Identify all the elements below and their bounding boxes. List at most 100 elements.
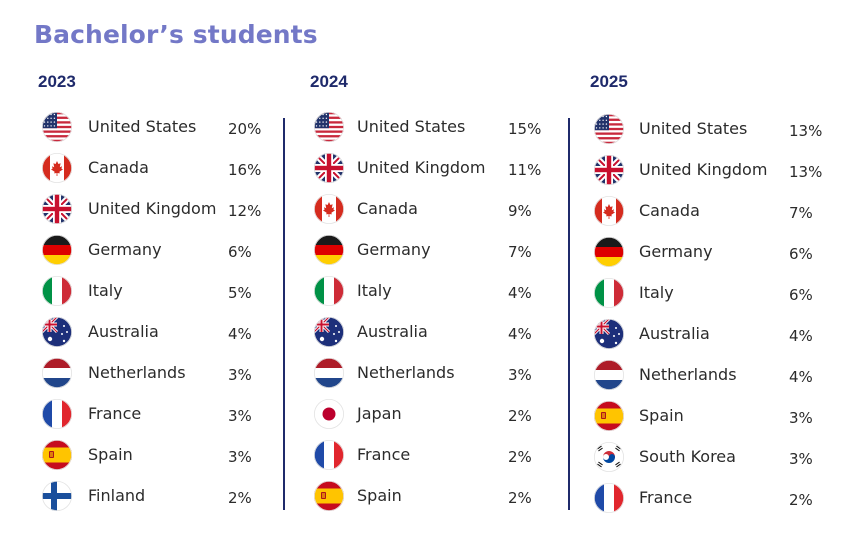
country-name: United Kingdom <box>88 199 217 218</box>
list-item: Spain 3% <box>38 440 288 474</box>
us-flag-icon <box>314 112 344 142</box>
country-name: United Kingdom <box>639 160 768 179</box>
country-name: Australia <box>639 324 710 343</box>
percentage: 13% <box>789 122 823 140</box>
percentage: 7% <box>508 243 532 261</box>
list-item: France 2% <box>310 440 560 474</box>
it-flag-icon <box>314 276 344 306</box>
list-item: Canada 7% <box>590 196 840 230</box>
percentage: 2% <box>789 491 813 509</box>
country-name: Italy <box>639 283 674 302</box>
percentage: 12% <box>228 202 262 220</box>
percentage: 4% <box>789 327 813 345</box>
gb-flag-icon <box>594 155 624 185</box>
list-item: United States 15% <box>310 112 560 146</box>
it-flag-icon <box>594 278 624 308</box>
list-item: Germany 6% <box>590 237 840 271</box>
country-name: United States <box>357 117 466 136</box>
nl-flag-icon <box>314 358 344 388</box>
list-item: France 2% <box>590 483 840 517</box>
country-name: Spain <box>357 486 402 505</box>
percentage: 9% <box>508 202 532 220</box>
percentage: 3% <box>228 407 252 425</box>
year-heading: 2024 <box>310 72 348 91</box>
list-item: Australia 4% <box>38 317 288 351</box>
list-item: United States 20% <box>38 112 288 146</box>
percentage: 2% <box>508 448 532 466</box>
country-name: Australia <box>357 322 428 341</box>
country-name: Spain <box>639 406 684 425</box>
percentage: 6% <box>228 243 252 261</box>
percentage: 4% <box>789 368 813 386</box>
ca-flag-icon <box>314 194 344 224</box>
list-item: Canada 16% <box>38 153 288 187</box>
percentage: 3% <box>789 450 813 468</box>
country-name: France <box>88 404 142 423</box>
country-name: Netherlands <box>88 363 186 382</box>
year-heading: 2023 <box>38 72 76 91</box>
list-item: Italy 4% <box>310 276 560 310</box>
country-name: Germany <box>639 242 713 261</box>
de-flag-icon <box>314 235 344 265</box>
page-title: Bachelor’s students <box>34 20 318 49</box>
country-name: Japan <box>357 404 402 423</box>
es-flag-icon <box>594 401 624 431</box>
list-item: Spain 2% <box>310 481 560 515</box>
percentage: 3% <box>228 366 252 384</box>
country-name: South Korea <box>639 447 736 466</box>
list-item: United Kingdom 13% <box>590 155 840 189</box>
percentage: 3% <box>228 448 252 466</box>
list-item: Finland 2% <box>38 481 288 515</box>
percentage: 20% <box>228 120 262 138</box>
country-name: France <box>639 488 693 507</box>
country-name: Germany <box>357 240 431 259</box>
de-flag-icon <box>42 235 72 265</box>
percentage: 3% <box>789 409 813 427</box>
fr-flag-icon <box>594 483 624 513</box>
list-item: Netherlands 4% <box>590 360 840 394</box>
list-item: Australia 4% <box>590 319 840 353</box>
fi-flag-icon <box>42 481 72 511</box>
percentage: 2% <box>508 407 532 425</box>
list-item: Germany 6% <box>38 235 288 269</box>
list-item: Italy 6% <box>590 278 840 312</box>
es-flag-icon <box>314 481 344 511</box>
list-item: Netherlands 3% <box>38 358 288 392</box>
percentage: 7% <box>789 204 813 222</box>
nl-flag-icon <box>594 360 624 390</box>
column-divider <box>568 118 570 510</box>
percentage: 16% <box>228 161 262 179</box>
country-name: Finland <box>88 486 146 505</box>
it-flag-icon <box>42 276 72 306</box>
country-name: Canada <box>88 158 149 177</box>
list-item: Italy 5% <box>38 276 288 310</box>
percentage: 3% <box>508 366 532 384</box>
country-name: Netherlands <box>639 365 737 384</box>
percentage: 6% <box>789 286 813 304</box>
country-name: United States <box>639 119 748 138</box>
percentage: 4% <box>228 325 252 343</box>
percentage: 6% <box>789 245 813 263</box>
fr-flag-icon <box>314 440 344 470</box>
au-flag-icon <box>594 319 624 349</box>
kr-flag-icon <box>594 442 624 472</box>
country-name: Australia <box>88 322 159 341</box>
list-item: United Kingdom 12% <box>38 194 288 228</box>
au-flag-icon <box>314 317 344 347</box>
country-name: Canada <box>357 199 418 218</box>
country-name: Canada <box>639 201 700 220</box>
country-name: Spain <box>88 445 133 464</box>
percentage: 15% <box>508 120 542 138</box>
list-item: Canada 9% <box>310 194 560 228</box>
ca-flag-icon <box>42 153 72 183</box>
year-column-2025: 2025 United States 13% United Kingdom 13% … <box>590 72 822 513</box>
percentage: 5% <box>228 284 252 302</box>
country-name: Germany <box>88 240 162 259</box>
year-heading: 2025 <box>590 72 628 91</box>
country-name: France <box>357 445 411 464</box>
country-name: Italy <box>88 281 123 300</box>
gb-flag-icon <box>42 194 72 224</box>
percentage: 11% <box>508 161 542 179</box>
list-item: Spain 3% <box>590 401 840 435</box>
nl-flag-icon <box>42 358 72 388</box>
